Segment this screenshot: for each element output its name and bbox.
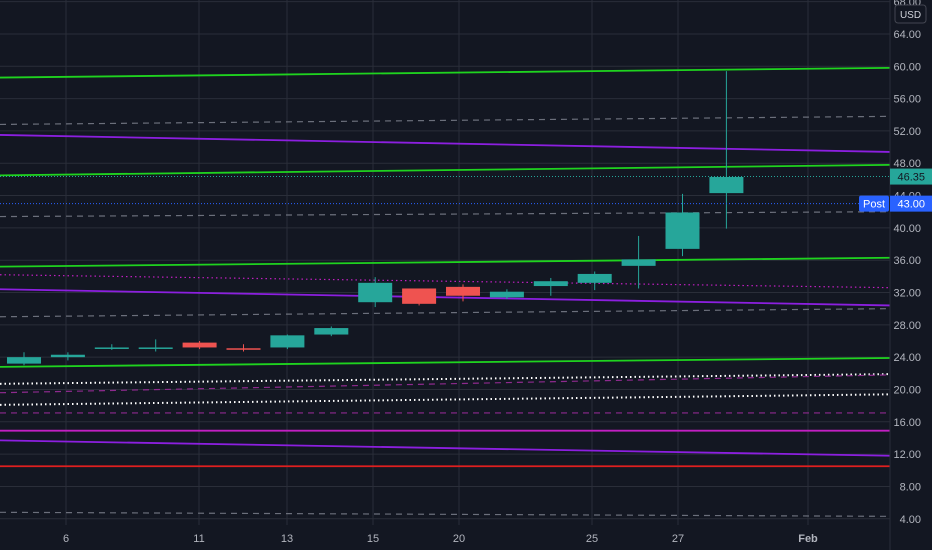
price-badges: 46.35 Post 43.00 (859, 168, 932, 212)
purple-trend-line (0, 288, 891, 307)
candle[interactable] (358, 277, 393, 308)
green-trend-line (0, 256, 891, 268)
candle-body (446, 286, 480, 296)
price-tick-label: 8.00 (900, 481, 921, 493)
currency-box[interactable]: USD (894, 4, 927, 24)
price-tick-label: 36.00 (893, 255, 921, 267)
gray-dashed-trend-line (0, 511, 891, 517)
price-tick-label: 64.00 (893, 29, 921, 41)
time-tick-label: 6 (63, 533, 69, 545)
candle-body (709, 176, 744, 194)
time-axis: 6 11 13 15 20 25 27 Feb (63, 533, 818, 545)
candle[interactable] (138, 339, 173, 352)
price-axis: 4.00 8.00 12.00 16.00 20.00 24.00 28.00 32.00 36… (893, 0, 921, 526)
price-tick-label: 12.00 (893, 449, 921, 461)
candle[interactable] (402, 288, 437, 306)
gray-dashed-trend-line (0, 211, 891, 218)
candle[interactable] (182, 340, 217, 350)
gray-dashed-trend-line (0, 308, 891, 318)
price-axis-background[interactable] (890, 0, 932, 550)
candle[interactable] (533, 277, 568, 296)
candle-body (665, 212, 700, 249)
candle[interactable] (7, 352, 41, 366)
candle[interactable] (50, 352, 85, 361)
candle-body (94, 347, 129, 349)
candle-body (270, 335, 305, 348)
candle[interactable] (489, 289, 524, 299)
candle-body (138, 347, 173, 349)
candle-body (402, 288, 437, 304)
time-tick-label: 20 (453, 533, 465, 545)
price-tick-label: 28.00 (893, 320, 921, 332)
candle[interactable] (94, 344, 129, 350)
candles (7, 71, 744, 366)
grid (0, 0, 890, 525)
candle-body (621, 259, 656, 266)
candle[interactable] (621, 235, 656, 289)
candle-body (533, 281, 568, 287)
green-trend-line (0, 357, 891, 368)
post-tag-badge (859, 195, 889, 212)
price-tick-label: 24.00 (893, 352, 921, 364)
post-price-badge (890, 195, 932, 212)
purple-trend-line (0, 134, 891, 153)
trend-lines (0, 66, 891, 517)
candle-body (226, 348, 261, 350)
price-tick-label: 32.00 (893, 288, 921, 300)
price-tick-label: 52.00 (893, 126, 921, 138)
time-tick-label: 13 (281, 533, 293, 545)
candle-body (577, 273, 612, 283)
purple-trend-line (0, 439, 891, 457)
time-tick-label: Feb (798, 533, 818, 545)
candle-body (358, 282, 393, 303)
candle[interactable] (226, 344, 261, 352)
price-tick-label: 20.00 (893, 384, 921, 396)
currency-label: USD (900, 10, 921, 21)
last-price-badge (890, 168, 932, 185)
time-tick-label: 25 (586, 533, 598, 545)
price-tick-label: 48.00 (893, 158, 921, 170)
candle-body (314, 328, 349, 335)
candle-body (182, 342, 217, 348)
price-tick-label: 68.00 (893, 0, 921, 9)
price-tick-label: 56.00 (893, 94, 921, 106)
time-tick-label: 27 (672, 533, 684, 545)
magenta-dashed-trend-line (0, 374, 891, 394)
price-tick-label: 60.00 (893, 61, 921, 73)
price-tick-label: 4.00 (900, 514, 921, 526)
time-tick-label: 15 (367, 533, 379, 545)
price-tick-label: 40.00 (893, 223, 921, 235)
last-price-value: 46.35 (897, 172, 925, 184)
candle-body (50, 354, 85, 358)
candle[interactable] (577, 271, 612, 291)
candle[interactable] (446, 284, 480, 302)
candle[interactable] (709, 71, 744, 229)
post-tag-label: Post (863, 199, 885, 211)
price-lines (0, 176, 890, 205)
candle-body (7, 357, 41, 364)
green-trend-line (0, 66, 891, 79)
candle[interactable] (270, 334, 305, 350)
candle[interactable] (665, 193, 700, 257)
time-tick-label: 11 (193, 533, 204, 545)
gray-dashed-trend-line (0, 115, 891, 126)
green-trend-line (0, 163, 891, 177)
post-price-value: 43.00 (897, 199, 925, 211)
candle[interactable] (314, 326, 349, 337)
price-tick-label: 16.00 (893, 417, 921, 429)
candle-body (489, 291, 524, 298)
